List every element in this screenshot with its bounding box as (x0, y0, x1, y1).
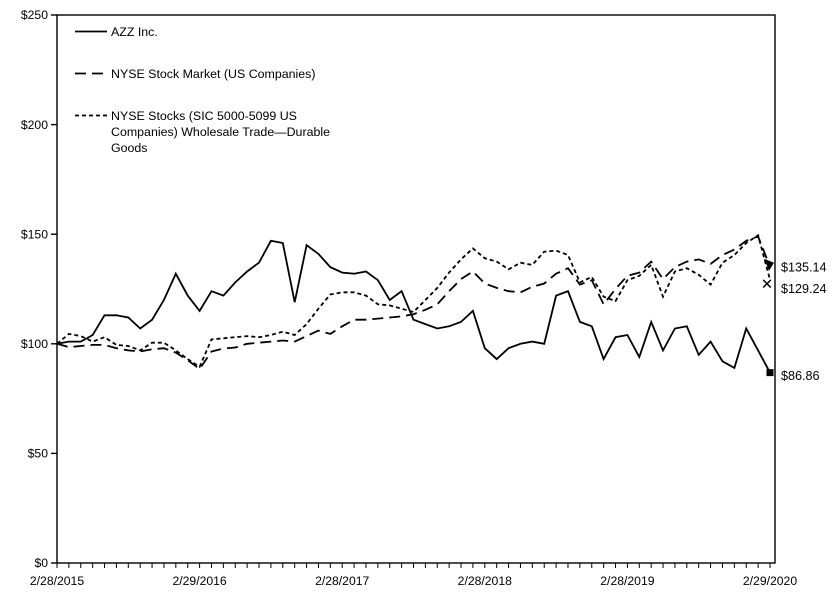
y-tick-label: $0 (34, 556, 48, 570)
series-line-nyse-stock-market-us-compani (56, 235, 771, 371)
legend-item: NYSE Stock Market (US Companies) (75, 67, 316, 81)
y-tick-label: $250 (21, 8, 48, 22)
end-marker-x (762, 279, 772, 289)
x-tick-label: 2/28/2017 (315, 574, 369, 588)
y-axis: $0 $50 $100 $150 $200 $250 (21, 8, 57, 570)
y-tick-label: $200 (21, 118, 48, 132)
end-marker-square (766, 369, 774, 377)
series-line-azz-inc (56, 239, 771, 374)
y-tick-label: $100 (21, 337, 48, 351)
end-value-label: $86.86 (781, 369, 820, 383)
legend: AZZ Inc. NYSE Stock Market (US Companies)… (75, 25, 330, 155)
legend-label: NYSE Stock Market (US Companies) (111, 67, 316, 81)
x-tick-label: 2/29/2016 (172, 574, 226, 588)
y-tick-label: $50 (28, 447, 49, 461)
legend-label: NYSE Stocks (SIC 5000-5099 US Companies) … (111, 109, 330, 155)
x-tick-label: 2/29/2020 (743, 574, 797, 588)
end-value-label: $129.24 (781, 282, 827, 296)
y-tick-label: $150 (21, 227, 48, 241)
end-marker-triangle (764, 258, 774, 271)
end-value-label: $135.14 (781, 260, 827, 274)
plot-border (56, 14, 776, 564)
legend-item: AZZ Inc. (75, 25, 158, 39)
x-axis: 2/28/2015 2/29/2016 2/28/2017 2/28/2018 2/28… (30, 563, 797, 588)
legend-item: NYSE Stocks (SIC 5000-5099 US Companies) … (75, 109, 330, 155)
x-tick-label: 2/28/2015 (30, 574, 84, 588)
x-tick-label: 2/28/2018 (458, 574, 512, 588)
legend-label: AZZ Inc. (111, 25, 158, 39)
x-tick-label: 2/28/2019 (600, 574, 654, 588)
